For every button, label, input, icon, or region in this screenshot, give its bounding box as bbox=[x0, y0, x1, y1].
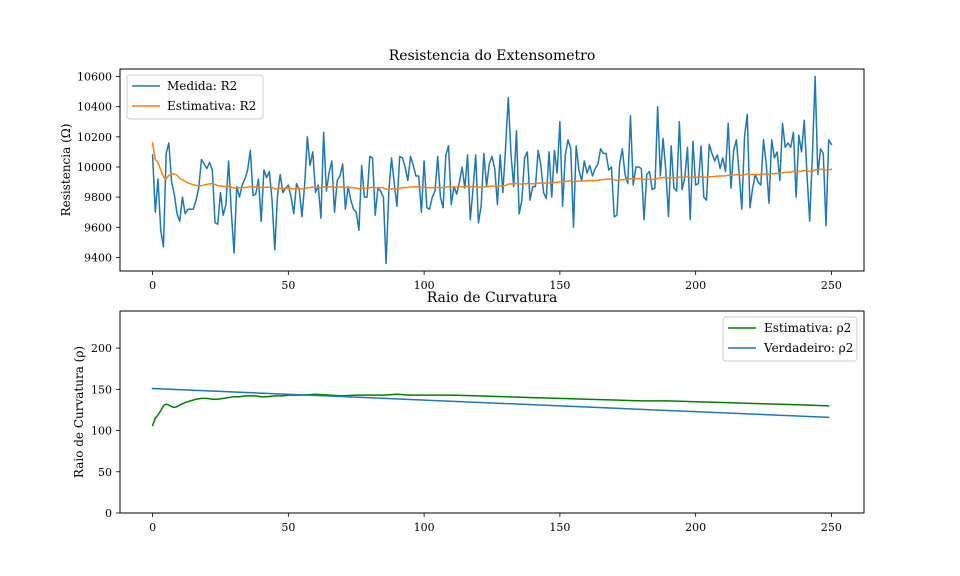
axis-ticks: 0 50 100 150 200 250 0 50 100 150 200 bbox=[91, 342, 842, 534]
x-tick-label: 200 bbox=[685, 521, 706, 534]
x-tick-label: 150 bbox=[549, 279, 570, 292]
series-line-1 bbox=[151, 75, 833, 265]
x-tick-label: 200 bbox=[685, 279, 706, 292]
legend-label-true: Verdadeiro: ρ2 bbox=[763, 341, 853, 355]
resistance-chart: Resistencia do Extensometro Resistencia … bbox=[59, 48, 865, 292]
legend-box bbox=[126, 74, 264, 120]
x-tick-label: 250 bbox=[821, 521, 842, 534]
axis-ticks: 0 50 100 150 200 250 9400 9600 9800 10000 10200 104… bbox=[77, 71, 842, 292]
plot-area bbox=[151, 387, 830, 427]
legend: Medida: R2 Estimativa: R2 bbox=[126, 74, 264, 120]
y-axis-label: Resistencia (Ω) bbox=[59, 124, 73, 217]
series-line-1 bbox=[151, 393, 830, 427]
y-tick-label: 10400 bbox=[77, 101, 112, 114]
y-tick-label: 150 bbox=[91, 383, 112, 396]
x-tick-label: 250 bbox=[821, 279, 842, 292]
x-tick-label: 100 bbox=[414, 279, 435, 292]
legend-label-estimate: Estimativa: R2 bbox=[167, 99, 256, 113]
chart-title: Resistencia do Extensometro bbox=[389, 48, 596, 64]
legend: Estimativa: ρ2 Verdadeiro: ρ2 bbox=[722, 316, 858, 362]
y-axis-label: Raio de Curvatura (ρ) bbox=[72, 346, 86, 478]
x-tick-label: 0 bbox=[149, 521, 156, 534]
y-tick-label: 9800 bbox=[84, 191, 112, 204]
x-tick-label: 50 bbox=[281, 521, 295, 534]
x-tick-label: 100 bbox=[414, 521, 435, 534]
series-line-2 bbox=[151, 142, 833, 191]
plot-frame bbox=[119, 310, 865, 514]
y-tick-label: 0 bbox=[105, 507, 112, 520]
y-tick-label: 200 bbox=[91, 342, 112, 355]
plot-area bbox=[151, 75, 833, 265]
y-tick-label: 100 bbox=[91, 425, 112, 438]
y-tick-label: 9400 bbox=[84, 251, 112, 264]
x-tick-label: 0 bbox=[149, 279, 156, 292]
y-tick-label: 50 bbox=[98, 466, 112, 479]
y-tick-label: 10600 bbox=[77, 71, 112, 84]
plot-frame bbox=[119, 68, 865, 272]
y-tick-label: 10200 bbox=[77, 131, 112, 144]
legend-box bbox=[722, 316, 858, 362]
x-tick-label: 150 bbox=[549, 521, 570, 534]
y-tick-label: 9600 bbox=[84, 221, 112, 234]
legend-label-estimate: Estimativa: ρ2 bbox=[764, 321, 851, 335]
chart-title: Raio de Curvatura bbox=[427, 290, 558, 306]
series-line-2 bbox=[151, 387, 830, 419]
legend-label-measured: Medida: R2 bbox=[167, 79, 237, 93]
curvature-chart: Raio de Curvatura Raio de Curvatura (ρ) … bbox=[72, 290, 865, 534]
y-tick-label: 10000 bbox=[77, 161, 112, 174]
x-tick-label: 50 bbox=[281, 279, 295, 292]
